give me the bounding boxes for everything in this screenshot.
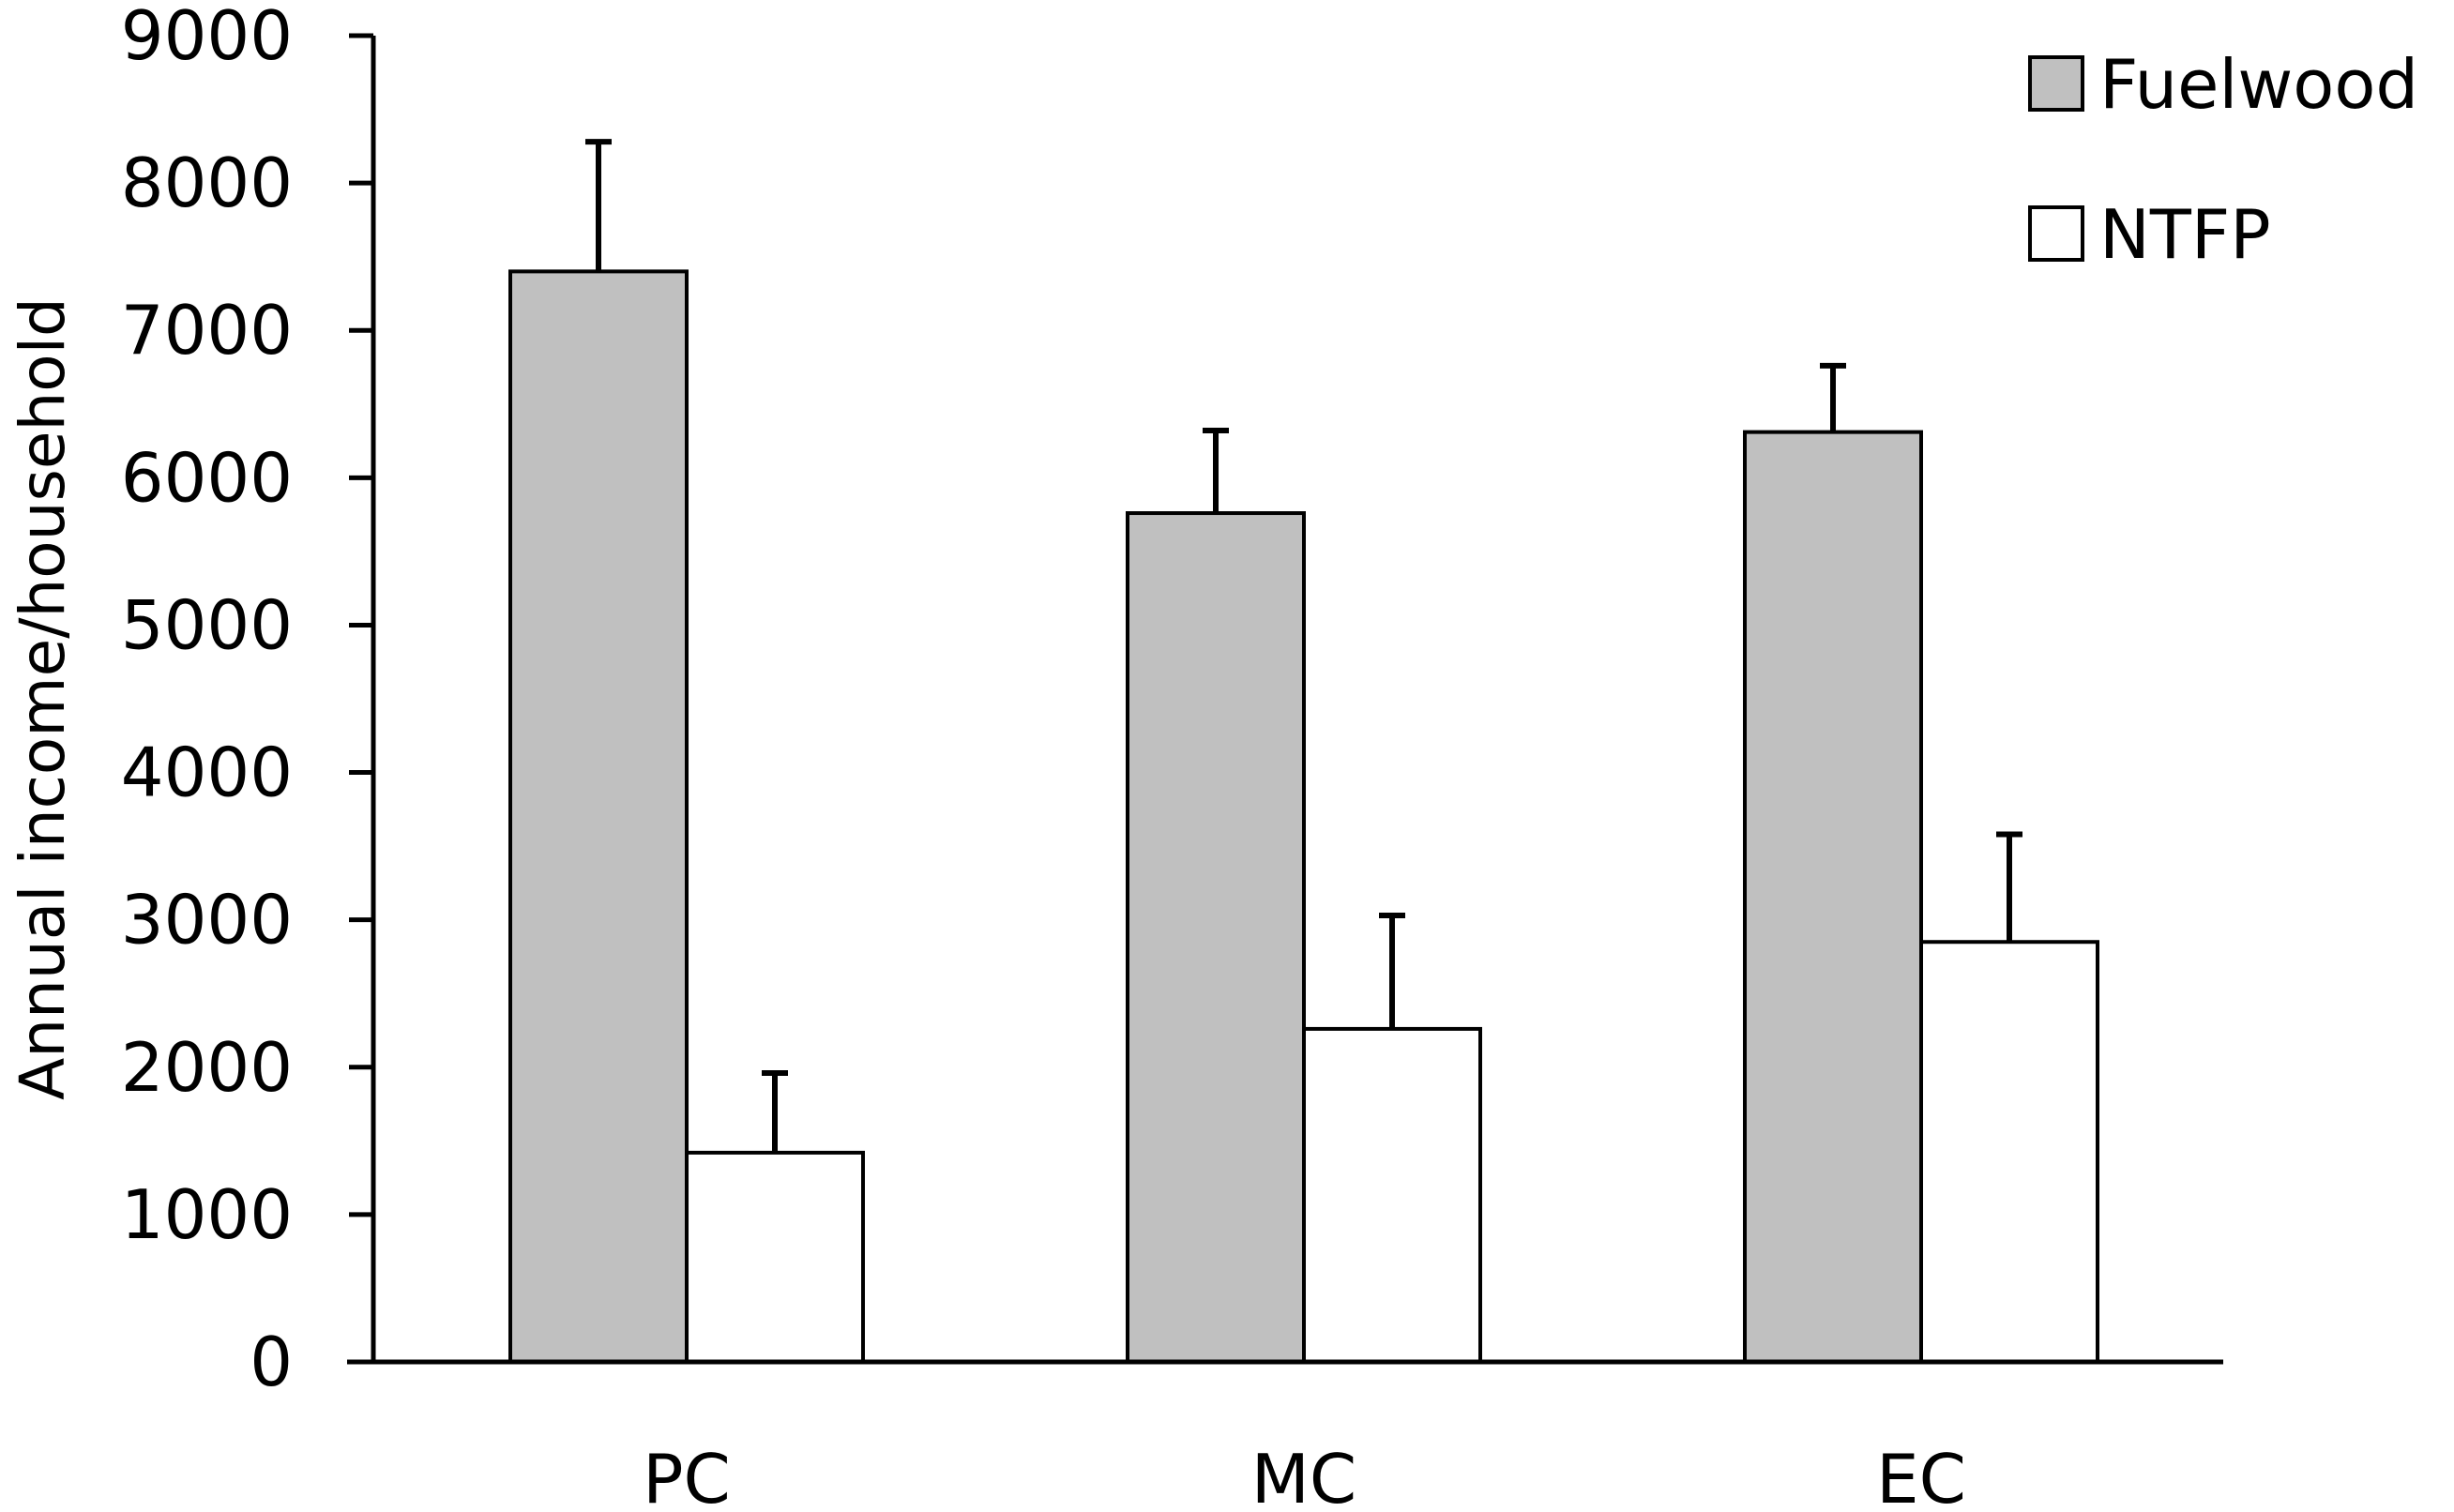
y-ticks: 0 1000 2000 3000 4000 5000 6000 7000 8000 9000: [121, 0, 373, 1401]
y-tick-label: 6000: [121, 438, 293, 517]
x-category-label: EC: [1876, 1440, 1966, 1512]
legend-swatch-ntfp: [2028, 205, 2084, 262]
y-tick-label: 2000: [121, 1028, 293, 1107]
y-tick-label: 7000: [121, 291, 293, 370]
x-category-labels: PC MC EC: [643, 1440, 1966, 1512]
bar-fuelwood-pc: [508, 269, 689, 1364]
y-tick-label: 5000: [121, 585, 293, 664]
y-tick-label: 4000: [121, 733, 293, 812]
x-category-label: PC: [643, 1440, 731, 1512]
y-tick-label: 3000: [121, 881, 293, 960]
bars-layer: [508, 269, 2099, 1364]
bar-ntfp-mc: [1302, 1026, 1482, 1364]
y-axis-title: Annual income/household: [7, 297, 79, 1100]
axes: [347, 36, 2223, 1365]
bar-fuelwood-mc: [1126, 511, 1306, 1364]
y-tick-label: 9000: [121, 0, 293, 75]
legend-label-ntfp: NTFP: [2099, 195, 2271, 274]
legend-swatch-fuelwood: [2028, 55, 2084, 112]
legend-label-fuelwood: Fuelwood: [2099, 45, 2418, 124]
legend: Fuelwood NTFP: [2028, 45, 2418, 274]
bar-ntfp-ec: [1919, 940, 2099, 1364]
y-tick-label: 0: [250, 1323, 293, 1401]
x-category-label: MC: [1251, 1440, 1356, 1512]
bar-ntfp-pc: [685, 1150, 865, 1364]
y-tick-label: 8000: [121, 144, 293, 222]
y-tick-label: 1000: [121, 1175, 293, 1254]
error-bars-layer: [585, 139, 2022, 1153]
bar-fuelwood-ec: [1743, 430, 1923, 1364]
